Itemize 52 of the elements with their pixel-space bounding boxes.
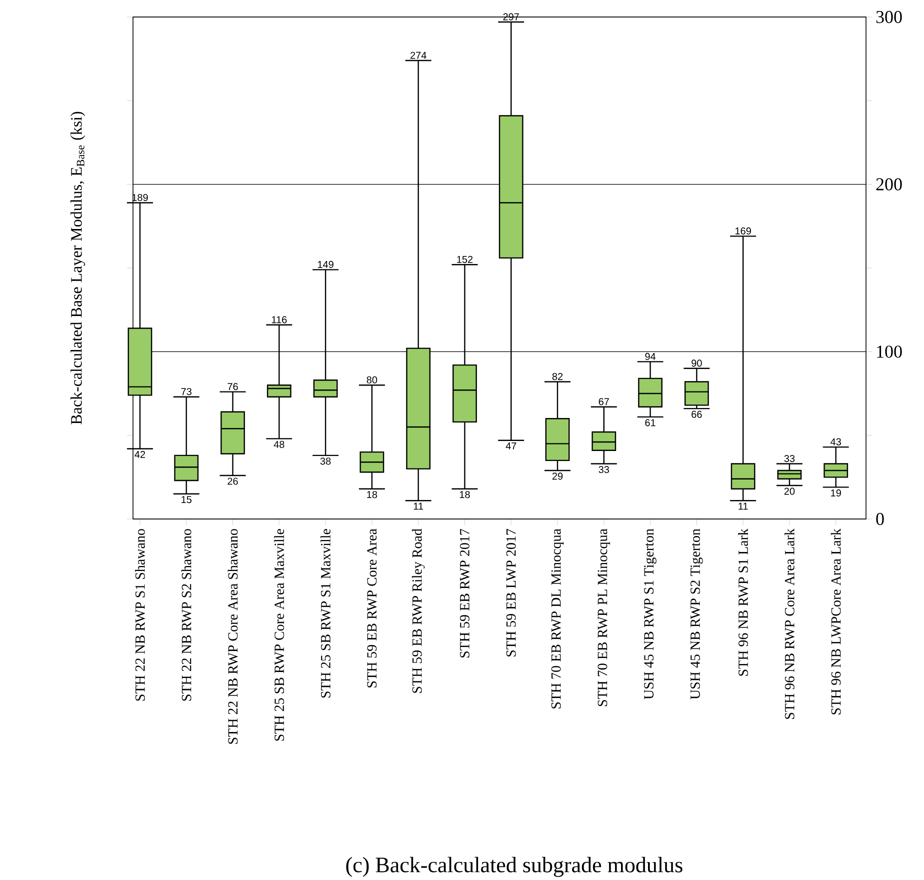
annotation: 149 <box>318 260 334 268</box>
annotation: 18 <box>367 491 378 498</box>
annotation: 61 <box>645 419 656 426</box>
x-tick-label: STH 59 EB RWP 2017 <box>460 528 470 658</box>
annotation: 152 <box>457 256 473 263</box>
x-tick-label: STH 22 NB RWP Core Area Shawano <box>228 529 238 744</box>
annotation: 38 <box>320 458 331 465</box>
x-tick-label: STH 96 NB LWPCore Area Lark <box>830 528 841 714</box>
annotation: 42 <box>134 450 146 458</box>
annotation: 33 <box>784 455 795 462</box>
annotation: 82 <box>552 373 563 380</box>
x-tick-label: STH 25 SB RWP Core Area Maxville <box>274 529 284 741</box>
x-tick-label: STH 59 EB LWP 2017 <box>506 528 516 656</box>
y-tick-label: 0 <box>876 512 884 526</box>
y-tick-label: 300 <box>876 10 902 24</box>
annotation: 11 <box>414 502 424 510</box>
x-tick-label: STH 70 EB RWP PL Minocqua <box>598 528 610 706</box>
annotation: 47 <box>506 442 516 450</box>
annotation: 80 <box>366 376 378 384</box>
annotation: 19 <box>831 489 841 496</box>
x-tick-label: STH 59 EB RWP Riley Road <box>412 528 425 693</box>
y-tick-label: 200 <box>876 178 902 190</box>
x-tick-label: STH 22 NB RWP S1 Shawano <box>134 529 145 701</box>
annotation: 116 <box>272 316 287 324</box>
x-tick-label: STH 96 NB RWP Core Area Lark <box>784 528 794 719</box>
annotation: 94 <box>645 352 656 360</box>
x-tick-label: STH 22 NB RWP S2 Shawano <box>181 529 192 701</box>
annotation: 66 <box>692 410 702 418</box>
x-tick-label: STH 59 EB RWP Core Area <box>367 528 377 688</box>
annotation: 73 <box>181 388 192 396</box>
annotation: 67 <box>598 398 609 406</box>
x-tick-label: STH 25 SB RWP S1 Maxville <box>320 529 330 698</box>
annotation: 90 <box>692 360 702 367</box>
annotation: 29 <box>552 472 563 480</box>
text: (c) Back-calculated subgrade modulus <box>346 856 682 877</box>
x-tick-label: USH 45 NB RWP S1 Tigerton <box>644 528 656 700</box>
y-tick-label: 100 <box>877 346 902 358</box>
annotation: 26 <box>228 478 238 485</box>
annotation: 18 <box>460 491 470 498</box>
annotation: 76 <box>228 383 238 390</box>
x-tick-label: STH 96 NB RWP S1 Lark <box>738 528 748 676</box>
annotation: 48 <box>274 440 284 448</box>
annotation: 274 <box>410 52 426 59</box>
x-tick-label: STH 70 EB RWP DL Minocqua <box>551 528 564 708</box>
annotation: 43 <box>830 438 841 446</box>
annotation: 33 <box>598 466 610 474</box>
annotation: 11 <box>738 502 748 510</box>
y-axis-title: Back-calculated Base Layer Modulus, E$_{Base}$ (ksi) <box>70 112 86 424</box>
annotation: 20 <box>784 488 795 495</box>
x-tick-label: USH 45 NB RWP S2 Tigerton <box>690 528 703 700</box>
annotation: 169 <box>735 227 751 234</box>
annotation: 15 <box>182 496 192 504</box>
